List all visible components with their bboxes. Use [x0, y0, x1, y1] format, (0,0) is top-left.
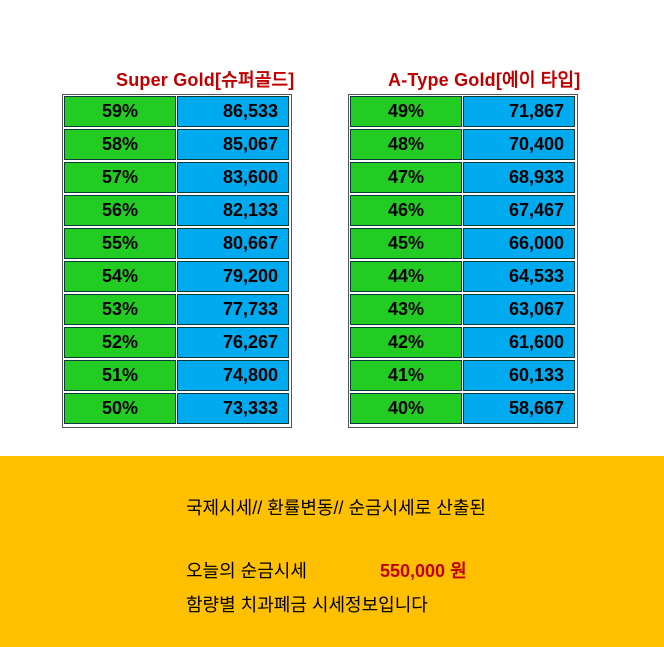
percent-cell: 51%	[64, 360, 176, 391]
footer-banner: 국제시세// 환률변동// 순금시세로 산출된 오늘의 순금시세 550,000…	[0, 456, 664, 647]
price-value: 63,067	[508, 299, 564, 319]
price-value: 80,667	[222, 233, 278, 253]
price-cell: 86,533	[177, 96, 289, 127]
percent-cell: 57%	[64, 162, 176, 193]
percent-cell: 53%	[64, 294, 176, 325]
price-cell: 76,267	[177, 327, 289, 358]
price-value: 70,400	[508, 134, 564, 154]
price-value: 58,667	[508, 398, 564, 418]
price-cell: 60,133	[463, 360, 575, 391]
percent-cell: 56%	[64, 195, 176, 226]
percent-cell: 41%	[350, 360, 462, 391]
percent-cell: 52%	[64, 327, 176, 358]
price-value: 60,133	[508, 365, 564, 385]
a-type-gold-table: 49% 71,867 48% 70,400 47% 68,933 46% 67,467 45% 6…	[348, 94, 578, 428]
price-value: 82,133	[222, 200, 278, 220]
percent-cell: 59%	[64, 96, 176, 127]
price-value: 64,533	[508, 266, 564, 286]
price-value: 76,267	[222, 332, 278, 352]
price-value: 77,733	[222, 299, 278, 319]
percent-cell: 55%	[64, 228, 176, 259]
price-value: 71,867	[508, 101, 564, 121]
footer-line-3: 함량별 치과폐금 시세정보입니다	[186, 595, 428, 615]
percent-cell: 49%	[350, 96, 462, 127]
percent-cell: 44%	[350, 261, 462, 292]
percent-cell: 42%	[350, 327, 462, 358]
footer-line-2: 오늘의 순금시세	[186, 561, 307, 581]
price-cell: 79,200	[177, 261, 289, 292]
price-cell: 67,467	[463, 195, 575, 226]
price-cell: 83,600	[177, 162, 289, 193]
gold-price: 550,000 원	[380, 561, 467, 581]
price-value: 61,600	[508, 332, 564, 352]
percent-cell: 45%	[350, 228, 462, 259]
price-value: 73,333	[222, 398, 278, 418]
price-value: 66,000	[508, 233, 564, 253]
price-cell: 68,933	[463, 162, 575, 193]
price-cell: 74,800	[177, 360, 289, 391]
price-cell: 85,067	[177, 129, 289, 160]
price-cell: 63,067	[463, 294, 575, 325]
price-value: 85,067	[222, 134, 278, 154]
percent-cell: 46%	[350, 195, 462, 226]
price-value: 79,200	[222, 266, 278, 286]
percent-cell: 40%	[350, 393, 462, 424]
percent-cell: 58%	[64, 129, 176, 160]
footer-line-1: 국제시세// 환률변동// 순금시세로 산출된	[186, 498, 486, 518]
price-cell: 70,400	[463, 129, 575, 160]
price-cell: 64,533	[463, 261, 575, 292]
percent-cell: 50%	[64, 393, 176, 424]
percent-cell: 48%	[350, 129, 462, 160]
percent-cell: 47%	[350, 162, 462, 193]
price-value: 86,533	[222, 101, 278, 121]
price-cell: 82,133	[177, 195, 289, 226]
price-value: 83,600	[222, 167, 278, 187]
price-cell: 66,000	[463, 228, 575, 259]
percent-cell: 43%	[350, 294, 462, 325]
price-cell: 73,333	[177, 393, 289, 424]
price-cell: 61,600	[463, 327, 575, 358]
super-gold-table: 59% 86,533 58% 85,067 57% 83,600 56% 82,133 55% 8…	[62, 94, 292, 428]
price-value: 67,467	[508, 200, 564, 220]
price-value: 68,933	[508, 167, 564, 187]
price-cell: 71,867	[463, 96, 575, 127]
percent-cell: 54%	[64, 261, 176, 292]
price-cell: 80,667	[177, 228, 289, 259]
a-type-gold-title: A-Type Gold[에이 타입]	[388, 70, 581, 90]
super-gold-title: Super Gold[슈퍼골드]	[116, 70, 295, 90]
price-cell: 77,733	[177, 294, 289, 325]
price-value: 74,800	[222, 365, 278, 385]
price-cell: 58,667	[463, 393, 575, 424]
